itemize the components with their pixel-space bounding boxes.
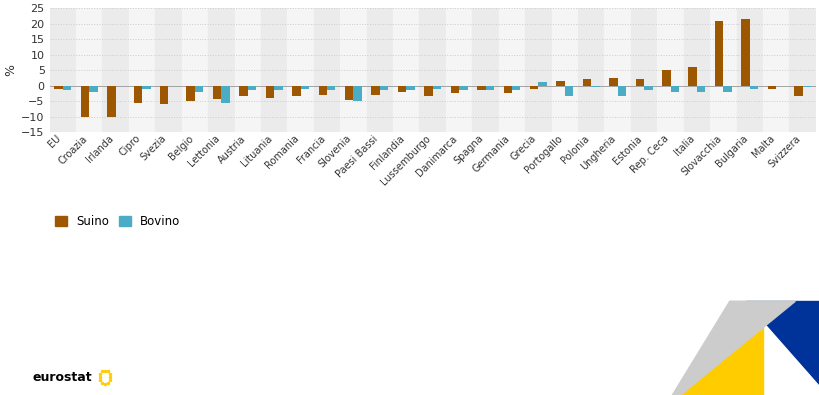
Bar <box>63 86 71 90</box>
Polygon shape <box>672 301 794 395</box>
Bar <box>555 81 564 86</box>
Bar <box>722 86 731 92</box>
Polygon shape <box>672 326 762 395</box>
Bar <box>472 8 498 132</box>
Bar <box>327 86 335 90</box>
Bar <box>301 86 309 88</box>
Bar <box>318 86 327 95</box>
Bar <box>630 8 657 132</box>
Bar <box>749 86 758 88</box>
Bar <box>696 86 704 92</box>
Bar <box>129 8 155 132</box>
Bar <box>419 8 446 132</box>
Bar <box>265 86 274 98</box>
Bar <box>239 86 247 96</box>
Bar <box>234 8 260 132</box>
Bar <box>450 86 459 93</box>
Bar <box>160 86 168 103</box>
Bar <box>274 86 283 90</box>
Bar <box>287 8 314 132</box>
Bar <box>142 86 151 88</box>
Bar <box>353 86 361 101</box>
Bar <box>688 67 696 86</box>
Bar <box>292 86 301 96</box>
Bar <box>340 8 366 132</box>
Bar <box>529 86 538 88</box>
Bar <box>89 86 97 92</box>
Bar <box>524 8 551 132</box>
Bar <box>446 8 472 132</box>
Bar <box>221 86 229 103</box>
Bar <box>657 8 683 132</box>
Bar <box>392 8 419 132</box>
Bar <box>740 19 749 86</box>
Bar <box>683 8 709 132</box>
Bar <box>564 86 572 96</box>
Bar <box>670 86 678 92</box>
Bar <box>767 86 776 88</box>
Bar <box>260 8 287 132</box>
Bar <box>498 8 524 132</box>
Bar <box>80 86 89 117</box>
Legend: Suino, Bovino: Suino, Bovino <box>56 215 180 228</box>
Bar <box>577 8 604 132</box>
Bar <box>459 86 467 90</box>
Bar <box>793 86 802 96</box>
Bar <box>76 8 102 132</box>
Y-axis label: %: % <box>4 64 17 76</box>
Polygon shape <box>745 301 819 385</box>
Bar <box>54 86 63 88</box>
Bar <box>366 8 392 132</box>
Bar <box>714 21 722 86</box>
Bar <box>551 8 577 132</box>
Bar <box>485 86 493 90</box>
Bar <box>186 86 195 101</box>
Bar <box>762 8 789 132</box>
Bar <box>609 78 617 86</box>
Bar <box>590 86 599 87</box>
Bar <box>432 86 441 88</box>
Bar <box>397 86 405 92</box>
Bar <box>503 86 511 93</box>
Bar <box>208 8 234 132</box>
Bar <box>802 86 810 87</box>
Bar <box>405 86 414 90</box>
Bar <box>314 8 340 132</box>
Bar <box>635 79 643 86</box>
Bar <box>582 79 590 86</box>
Bar <box>709 8 735 132</box>
Bar <box>661 70 670 86</box>
Bar <box>538 83 546 86</box>
Bar <box>643 86 652 90</box>
Bar <box>617 86 626 96</box>
Bar <box>107 86 115 117</box>
Bar <box>477 86 485 90</box>
Bar <box>49 8 76 132</box>
Bar <box>789 8 815 132</box>
Bar <box>247 86 256 90</box>
Bar <box>511 86 520 90</box>
Text: eurostat: eurostat <box>33 371 93 384</box>
Bar <box>133 86 142 103</box>
Bar <box>345 86 353 100</box>
Bar <box>102 8 129 132</box>
Bar <box>371 86 379 95</box>
Bar <box>195 86 203 92</box>
Bar <box>213 86 221 100</box>
Bar <box>182 8 208 132</box>
Bar <box>379 86 388 90</box>
Bar <box>604 8 630 132</box>
Bar <box>155 8 182 132</box>
Bar <box>423 86 432 96</box>
Bar <box>735 8 762 132</box>
